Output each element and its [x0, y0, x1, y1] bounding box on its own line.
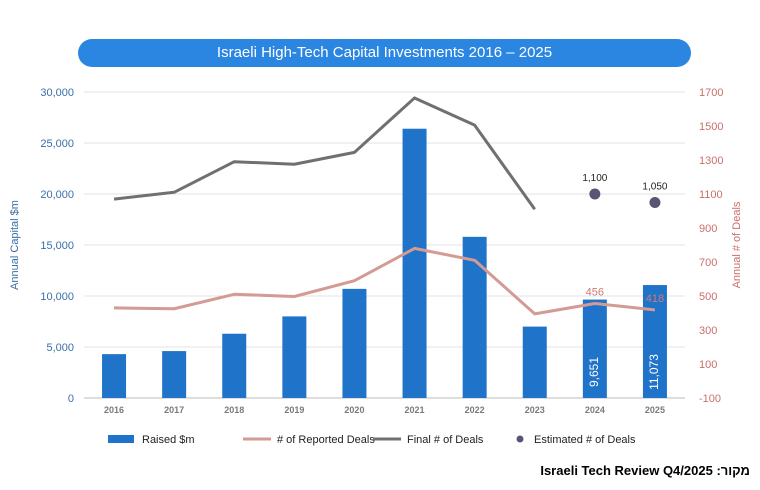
estimated-point [589, 188, 601, 200]
y2-tick-label: 300 [699, 325, 717, 337]
x-tick-label: 2018 [224, 405, 244, 415]
x-tick-label: 2023 [525, 405, 545, 415]
bar-value-label: 11,073 [647, 354, 661, 390]
legend-label: # of Reported Deals [277, 434, 375, 446]
chart-title: Israeli High-Tech Capital Investments 20… [78, 39, 691, 67]
axes: 0 5,000 10,000 15,000 20,000 25,000 30,000 -100… [9, 87, 743, 415]
y2-tick-label: 500 [699, 291, 717, 303]
y-tick-label: 10,000 [40, 291, 74, 303]
legend: Raised $m # of Reported Deals Final # of D… [108, 434, 636, 446]
y2-tick-label: 1700 [699, 87, 723, 99]
x-tick-label: 2022 [465, 405, 485, 415]
bar [522, 326, 547, 398]
legend-label: Raised $m [142, 434, 195, 446]
x-tick-label: 2017 [164, 405, 184, 415]
y-axis-title: Annual Capital $m [9, 200, 21, 290]
bar [342, 288, 367, 398]
estimated-value-label: 1,100 [582, 173, 607, 184]
points [589, 188, 661, 208]
y2-tick-label: -100 [699, 393, 721, 405]
x-tick-label: 2019 [284, 405, 304, 415]
y2-tick-label: 900 [699, 223, 717, 235]
y-tick-label: 5,000 [46, 342, 74, 354]
bar-value-label: 9,651 [587, 357, 601, 387]
y2-tick-label: 1100 [699, 189, 723, 201]
source-note: מקור: Israeli Tech Review Q4/2025 [540, 463, 750, 478]
y-tick-label: 15,000 [40, 240, 74, 252]
legend-swatch [516, 435, 524, 443]
x-tick-label: 2024 [585, 405, 605, 415]
bar [162, 351, 187, 398]
data-labels: 9,651 11,073 456 418 1,100 1,050 [582, 173, 668, 390]
y-tick-label: 0 [68, 393, 74, 405]
legend-label: Estimated # of Deals [534, 434, 636, 446]
x-tick-label: 2021 [405, 405, 425, 415]
y2-tick-label: 700 [699, 257, 717, 269]
series-line [114, 246, 656, 316]
y-tick-label: 20,000 [40, 189, 74, 201]
bar [102, 354, 127, 398]
y-tick-label: 30,000 [40, 87, 74, 99]
bar [462, 236, 487, 398]
bar [642, 285, 667, 398]
lines [113, 96, 656, 316]
legend-label: Final # of Deals [407, 434, 484, 446]
bars [102, 128, 667, 398]
y2-axis-title: Annual # of Deals [731, 201, 743, 288]
reported-value-label: 456 [586, 286, 604, 298]
y2-tick-label: 100 [699, 359, 717, 371]
x-tick-label: 2020 [344, 405, 364, 415]
legend-swatch [108, 435, 134, 443]
bar [222, 333, 247, 398]
bar [582, 299, 607, 398]
bar [402, 128, 427, 398]
y2-tick-label: 1300 [699, 155, 723, 167]
x-tick-label: 2025 [645, 405, 665, 415]
estimated-value-label: 1,050 [642, 182, 667, 193]
y2-tick-label: 1500 [699, 121, 723, 133]
x-tick-label: 2016 [104, 405, 124, 415]
y-tick-label: 25,000 [40, 138, 74, 150]
bar [282, 316, 307, 398]
series-line [113, 96, 536, 211]
reported-value-label: 418 [646, 293, 664, 305]
estimated-point [649, 197, 661, 208]
